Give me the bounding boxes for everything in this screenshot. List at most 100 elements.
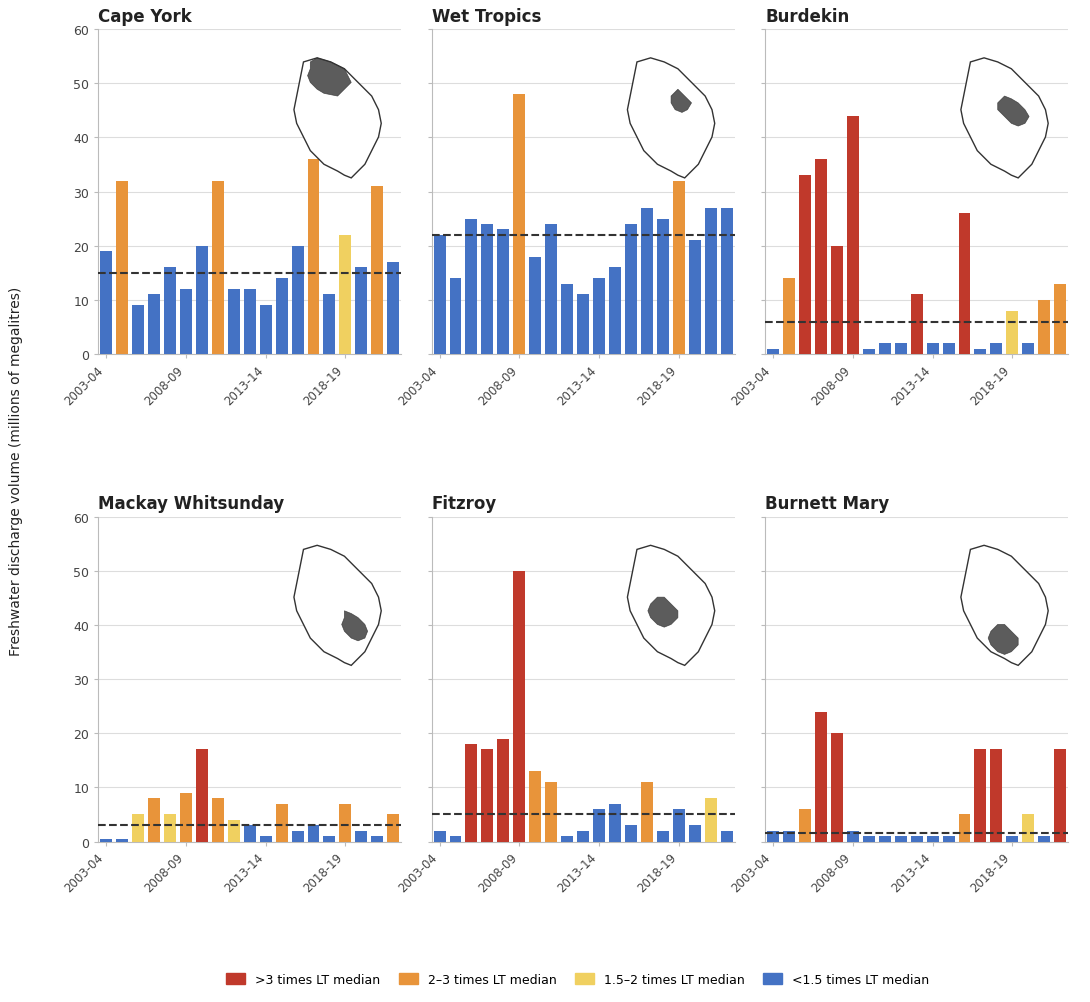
Bar: [974, 350, 986, 355]
Bar: [943, 837, 955, 842]
Bar: [465, 219, 477, 355]
Bar: [815, 160, 827, 355]
Bar: [449, 279, 461, 355]
Bar: [641, 783, 653, 842]
Bar: [482, 224, 494, 355]
Bar: [196, 749, 208, 842]
Bar: [1039, 837, 1051, 842]
Text: Cape York: Cape York: [98, 8, 192, 26]
Bar: [228, 290, 240, 355]
Bar: [355, 269, 367, 355]
Bar: [1006, 312, 1018, 355]
Bar: [593, 810, 605, 842]
Bar: [705, 799, 717, 842]
Text: Fitzroy: Fitzroy: [432, 495, 497, 513]
Bar: [720, 208, 732, 355]
Bar: [1022, 815, 1034, 842]
Bar: [387, 263, 399, 355]
Bar: [831, 733, 843, 842]
Bar: [276, 279, 288, 355]
Bar: [307, 826, 319, 842]
Bar: [465, 744, 477, 842]
Bar: [958, 214, 970, 355]
Bar: [625, 224, 637, 355]
Bar: [879, 344, 891, 355]
Bar: [244, 290, 256, 355]
Bar: [339, 804, 351, 842]
Bar: [132, 306, 144, 355]
Bar: [291, 831, 303, 842]
Bar: [943, 344, 955, 355]
Bar: [657, 219, 669, 355]
Bar: [449, 837, 461, 842]
Bar: [910, 837, 922, 842]
Text: Wet Tropics: Wet Tropics: [432, 8, 541, 26]
Bar: [148, 296, 160, 355]
Bar: [372, 187, 384, 355]
Bar: [689, 826, 701, 842]
Bar: [720, 831, 732, 842]
Bar: [847, 831, 859, 842]
Bar: [132, 815, 144, 842]
Bar: [895, 837, 907, 842]
Bar: [211, 799, 223, 842]
Bar: [578, 296, 589, 355]
Bar: [148, 799, 160, 842]
Bar: [324, 837, 336, 842]
Bar: [387, 815, 399, 842]
Bar: [561, 285, 573, 355]
Bar: [863, 837, 875, 842]
Bar: [1006, 837, 1018, 842]
Bar: [164, 815, 175, 842]
Bar: [991, 749, 1003, 842]
Bar: [705, 208, 717, 355]
Bar: [164, 269, 175, 355]
Bar: [974, 749, 986, 842]
Bar: [847, 116, 859, 355]
Bar: [991, 344, 1003, 355]
Bar: [259, 837, 271, 842]
Bar: [180, 793, 192, 842]
Bar: [767, 831, 779, 842]
Bar: [497, 230, 509, 355]
Legend: >3 times LT median, 2–3 times LT median, 1.5–2 times LT median, <1.5 times LT me: >3 times LT median, 2–3 times LT median,…: [221, 968, 934, 991]
Bar: [561, 837, 573, 842]
Bar: [372, 837, 384, 842]
Bar: [196, 246, 208, 355]
Bar: [895, 344, 907, 355]
Bar: [513, 95, 525, 355]
Bar: [609, 804, 621, 842]
Bar: [578, 831, 589, 842]
Bar: [355, 831, 367, 842]
Bar: [324, 296, 336, 355]
Bar: [609, 269, 621, 355]
Bar: [545, 224, 557, 355]
Bar: [799, 176, 811, 355]
Bar: [545, 783, 557, 842]
Bar: [530, 772, 542, 842]
Bar: [831, 246, 843, 355]
Text: Mackay Whitsunday: Mackay Whitsunday: [98, 495, 284, 513]
Bar: [926, 837, 938, 842]
Bar: [434, 235, 446, 355]
Bar: [116, 181, 128, 355]
Bar: [100, 252, 112, 355]
Bar: [497, 738, 509, 842]
Bar: [926, 344, 938, 355]
Bar: [879, 837, 891, 842]
Bar: [641, 208, 653, 355]
Bar: [228, 820, 240, 842]
Bar: [339, 235, 351, 355]
Bar: [593, 279, 605, 355]
Bar: [276, 804, 288, 842]
Bar: [689, 241, 701, 355]
Bar: [100, 839, 112, 842]
Bar: [783, 279, 795, 355]
Bar: [673, 810, 685, 842]
Bar: [211, 181, 223, 355]
Bar: [815, 711, 827, 842]
Bar: [116, 839, 128, 842]
Bar: [482, 749, 494, 842]
Bar: [910, 296, 922, 355]
Bar: [244, 826, 256, 842]
